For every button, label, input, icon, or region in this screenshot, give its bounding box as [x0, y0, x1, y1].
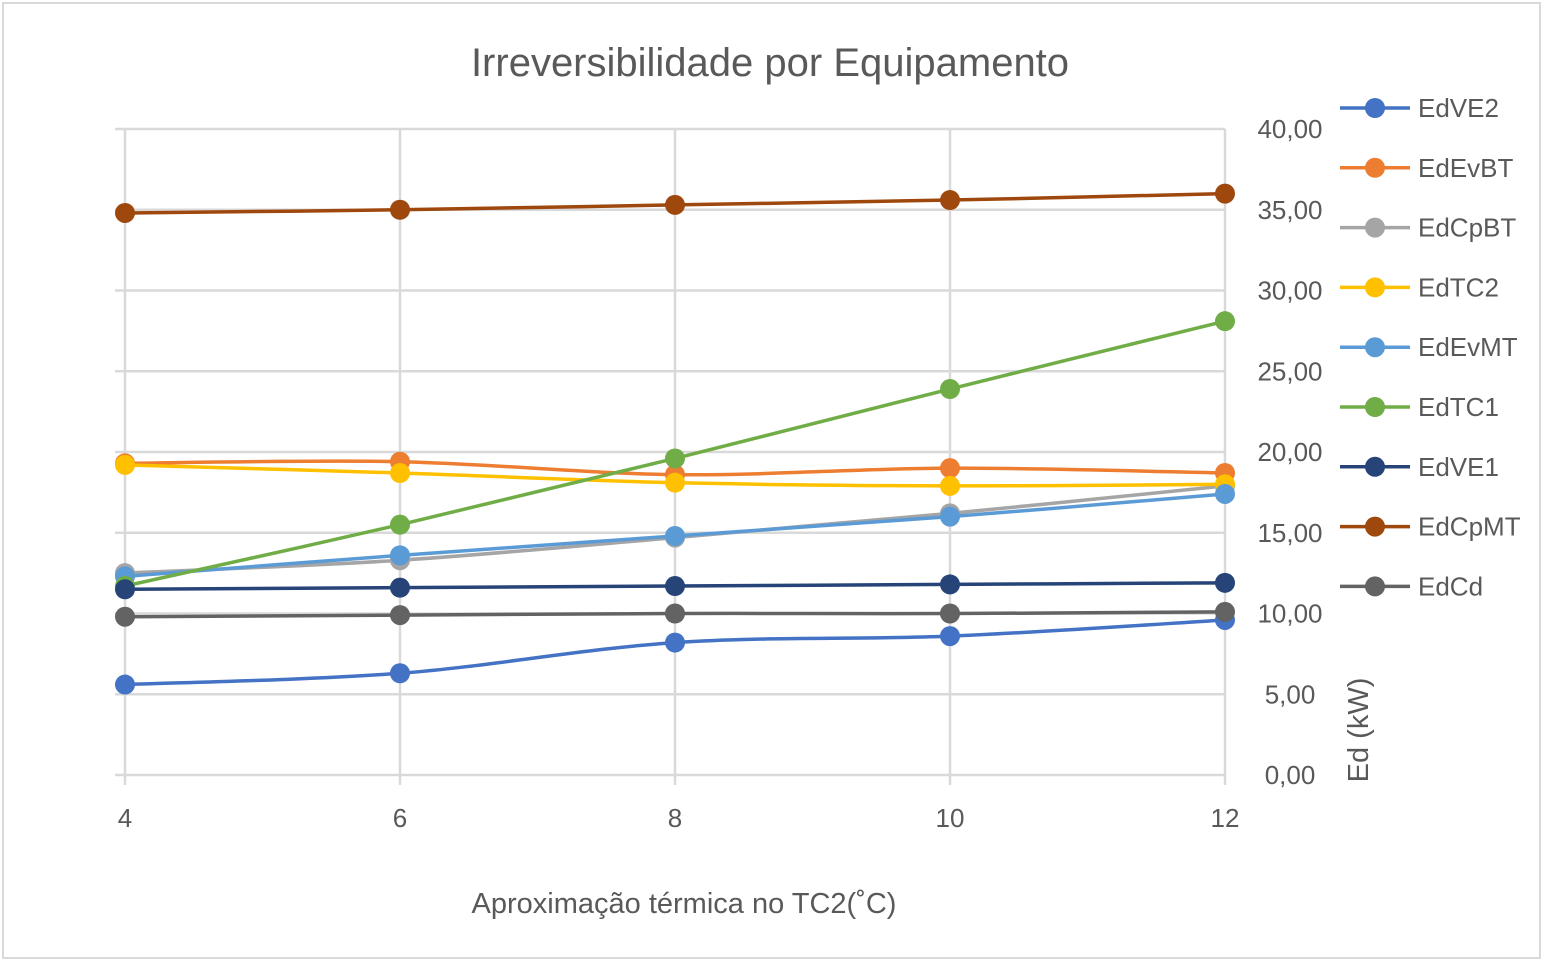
legend-swatch-marker — [1365, 98, 1385, 118]
legend-swatch-marker — [1365, 516, 1385, 537]
data-point — [665, 448, 685, 469]
data-point — [1215, 183, 1235, 204]
data-point — [665, 576, 685, 597]
legend-item-EdTC2: EdTC2 — [1340, 272, 1499, 302]
x-tick-label: 8 — [668, 803, 682, 833]
data-point — [940, 626, 960, 647]
data-point — [940, 379, 960, 400]
legend-label: EdCpBT — [1418, 213, 1516, 243]
data-point — [665, 632, 685, 653]
data-point — [390, 663, 410, 684]
y-tick-label: 5,00 — [1265, 679, 1316, 709]
data-point — [940, 603, 960, 624]
legend-item-EdEvMT: EdEvMT — [1340, 332, 1518, 362]
y-tick-label: 30,00 — [1257, 276, 1322, 306]
y-tick-label: 0,00 — [1265, 760, 1316, 790]
legend-label: EdVE1 — [1418, 452, 1499, 482]
legend-item-EdCpMT: EdCpMT — [1340, 512, 1521, 542]
data-point — [390, 514, 410, 535]
y-tick-label: 40,00 — [1257, 114, 1322, 144]
data-point — [115, 579, 135, 600]
legend-swatch-marker — [1365, 217, 1385, 238]
legend-item-EdCd: EdCd — [1340, 571, 1483, 601]
y-tick-label: 25,00 — [1257, 356, 1322, 386]
x-tick-label: 10 — [936, 803, 965, 833]
x-axis-title: Aproximação térmica no TC2(˚C) — [472, 888, 897, 920]
legend-swatch-marker — [1365, 397, 1385, 417]
legend-item-EdTC1: EdTC1 — [1340, 392, 1499, 422]
x-tick-label: 4 — [118, 803, 132, 833]
data-point — [390, 577, 410, 598]
legend-label: EdCd — [1418, 571, 1483, 601]
chart-title: Irreversibilidade por Equipamento — [471, 41, 1069, 85]
legend-label: EdEvBT — [1418, 153, 1513, 183]
legend-swatch-marker — [1365, 157, 1385, 178]
axes: 0,00 5,00 10,00 15,00 20,00 25,00 30,00 35,00 40… — [118, 114, 1323, 833]
y-tick-label: 35,00 — [1257, 195, 1322, 225]
data-point — [1215, 572, 1235, 593]
legend-swatch-marker — [1365, 456, 1385, 477]
legend-label: EdVE2 — [1418, 93, 1499, 123]
data-point — [940, 506, 960, 527]
data-point — [115, 454, 135, 475]
data-point — [390, 545, 410, 566]
legend-label: EdTC2 — [1418, 272, 1499, 302]
series-EdVE1 — [115, 572, 1235, 600]
legend-label: EdTC1 — [1418, 392, 1499, 422]
y-tick-label: 15,00 — [1257, 518, 1322, 548]
series-EdCpMT — [115, 183, 1235, 223]
data-point — [390, 462, 410, 483]
x-tick-label: 12 — [1211, 803, 1240, 833]
series-EdCd — [115, 601, 1235, 627]
x-tick-label: 6 — [393, 803, 407, 833]
y-tick-label: 20,00 — [1257, 437, 1322, 467]
data-point — [115, 606, 135, 627]
legend-item-EdCpBT: EdCpBT — [1340, 213, 1516, 243]
series-layer — [115, 183, 1235, 695]
data-point — [940, 475, 960, 496]
legend-item-EdVE1: EdVE1 — [1340, 452, 1499, 482]
data-point — [940, 190, 960, 211]
legend-swatch-marker — [1365, 576, 1385, 597]
legend-label: EdEvMT — [1418, 332, 1518, 362]
data-point — [1215, 483, 1235, 504]
legend-item-EdVE2: EdVE2 — [1340, 93, 1499, 123]
data-point — [390, 605, 410, 626]
data-point — [115, 202, 135, 223]
legend: EdVE2 EdEvBT EdCpBT EdTC2 EdEvMT EdTC1 EdVE1 Ed… — [1340, 93, 1521, 601]
data-point — [390, 199, 410, 220]
legend-item-EdEvBT: EdEvBT — [1340, 153, 1513, 183]
data-point — [115, 674, 135, 695]
data-point — [665, 525, 685, 546]
y-axis-title: Ed (kW) — [1343, 678, 1375, 783]
y-tick-label: 10,00 — [1257, 599, 1322, 629]
legend-swatch-marker — [1365, 277, 1385, 298]
data-point — [665, 472, 685, 493]
data-point — [940, 458, 960, 479]
data-point — [1215, 601, 1235, 622]
data-point — [665, 194, 685, 215]
data-point — [665, 603, 685, 624]
data-point — [940, 574, 960, 595]
data-point — [1215, 311, 1235, 332]
legend-swatch-marker — [1365, 337, 1385, 358]
legend-label: EdCpMT — [1418, 512, 1521, 542]
